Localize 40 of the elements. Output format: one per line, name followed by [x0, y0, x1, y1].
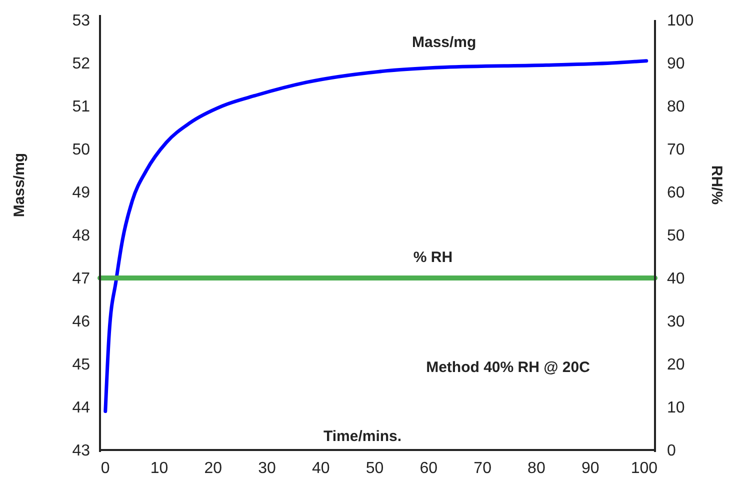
- x-tick-label: 10: [150, 460, 168, 477]
- series-label: Mass/mg: [412, 34, 476, 51]
- y2-tick-label: 100: [667, 12, 694, 30]
- y2-tick-label: 10: [667, 400, 685, 417]
- y-tick-label: 43: [72, 442, 90, 460]
- x-tick-label: 20: [204, 460, 222, 477]
- y2-tick-label: 50: [667, 228, 685, 245]
- x-tick-label: 40: [312, 460, 330, 477]
- y-tick-label: 52: [72, 56, 90, 73]
- y-tick-label: 45: [72, 356, 90, 374]
- x-tick-label: 30: [258, 460, 276, 477]
- y-tick-label: 47: [72, 270, 90, 288]
- y2-tick-label: 90: [667, 56, 685, 73]
- y-axis-title: Mass/mg: [11, 152, 28, 218]
- x-tick-label: 50: [366, 460, 384, 477]
- y2-tick-label: 70: [667, 142, 685, 159]
- y-tick-label: 50: [72, 142, 90, 159]
- y2-tick-label: 80: [667, 98, 685, 116]
- y-tick-label: 44: [72, 400, 90, 417]
- y2-tick-label: 40: [667, 270, 685, 288]
- y2-tick-label: 30: [667, 314, 685, 331]
- x-tick-label: 0: [100, 460, 110, 477]
- y-tick-label: 48: [72, 228, 90, 245]
- y-tick-label: 46: [72, 314, 90, 331]
- x-tick-label: 80: [528, 460, 546, 477]
- y2-axis-title: RH/%: [708, 165, 725, 205]
- series-label: % RH: [413, 249, 453, 266]
- y2-tick-label: 20: [667, 356, 685, 374]
- x-tick-label: 60: [420, 460, 438, 477]
- y-tick-label: 51: [72, 98, 90, 116]
- x-axis-title: Time/mins.: [323, 428, 402, 445]
- line-series: [104, 59, 648, 414]
- annotation: Method 40% RH @ 20C: [426, 359, 590, 376]
- x-tick-label: 70: [474, 460, 492, 477]
- y-tick-label: 49: [72, 184, 90, 202]
- x-tick-label: 100: [630, 460, 658, 477]
- x-tick-label: 90: [581, 460, 600, 477]
- y-tick-label: 53: [72, 12, 90, 30]
- y2-tick-label: 0: [667, 442, 676, 460]
- y2-tick-label: 60: [667, 184, 685, 202]
